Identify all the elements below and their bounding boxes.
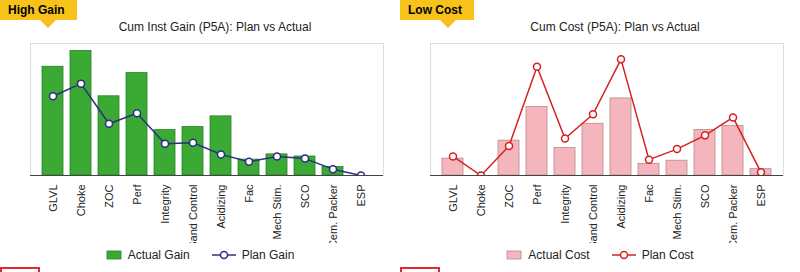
svg-text:Choke: Choke: [475, 185, 487, 217]
svg-text:SCO: SCO: [699, 184, 711, 208]
svg-text:Integrity: Integrity: [159, 184, 171, 224]
html-text:Plan Cost: Plan Cost: [641, 248, 694, 262]
svg-text:Fac: Fac: [243, 184, 255, 203]
svg-text:Integrity: Integrity: [559, 184, 571, 224]
svg-text:Cem. Packer: Cem. Packer: [327, 184, 339, 243]
svg-text:Fac: Fac: [643, 184, 655, 203]
html-text:Actual Cost: Actual Cost: [528, 248, 590, 262]
html-text:Cum Cost (P5A): Plan vs Actual: Cum Cost (P5A): Plan vs Actual: [530, 20, 700, 34]
svg-text:ZOC: ZOC: [503, 184, 515, 207]
svg-text:Sand Control: Sand Control: [587, 185, 599, 244]
svg-text:ZOC: ZOC: [103, 184, 115, 207]
svg-text:SCO: SCO: [299, 184, 311, 208]
html-text:Plan Gain: Plan Gain: [241, 248, 295, 262]
svg-text:Sand Control: Sand Control: [187, 185, 199, 244]
svg-text:Mech Stim.: Mech Stim.: [671, 185, 683, 240]
html-text:Actual Gain: Actual Gain: [127, 248, 190, 262]
svg-text:GLVL: GLVL: [447, 185, 459, 212]
svg-text:Choke: Choke: [75, 185, 87, 217]
svg-text:Acidizing: Acidizing: [215, 185, 227, 229]
html-text:High Gain: High Gain: [8, 3, 65, 17]
svg-text:Acidizing: Acidizing: [615, 185, 627, 229]
svg-text:ESP: ESP: [355, 185, 367, 207]
svg-text:Perf: Perf: [531, 184, 543, 205]
svg-text:Perf: Perf: [131, 184, 143, 205]
html-text:Cum Inst Gain (P5A): Plan vs A: Cum Inst Gain (P5A): Plan vs Actual: [118, 20, 312, 34]
svg-text:Cem. Packer: Cem. Packer: [727, 184, 739, 243]
svg-text:ESP: ESP: [755, 185, 767, 207]
html-text:Low Cost: Low Cost: [408, 3, 462, 17]
svg-text:Mech Stim.: Mech Stim.: [271, 185, 283, 240]
svg-text:GLVL: GLVL: [47, 185, 59, 212]
